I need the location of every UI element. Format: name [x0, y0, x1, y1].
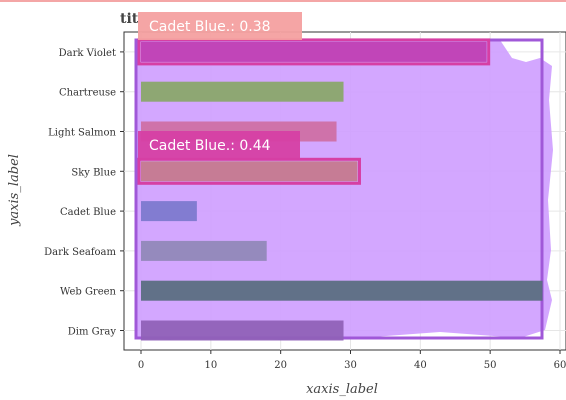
bar-dim-gray [141, 320, 344, 341]
annotations: Cadet Blue.: 0.38 Cadet Blue.: 0.44 [138, 12, 302, 159]
y-axis-ticks: Dark Violet Chartreuse Light Salmon Sky Blu… [44, 48, 124, 338]
overlay-shape [135, 40, 553, 340]
bar-sky-blue [141, 161, 358, 182]
bar-highlight [137, 38, 491, 66]
y-axis-title: yaxis_label [7, 154, 22, 227]
x-tick-label: 30 [344, 360, 357, 371]
chart-title: tit [120, 11, 139, 27]
x-axis-ticks: 0 10 20 30 40 50 60 [138, 350, 566, 371]
y-tick-label: Web Green [60, 287, 117, 298]
y-tick-label: Dark Violet [59, 48, 116, 59]
top-accent-line [0, 0, 566, 2]
bar-cadet-blue [141, 201, 197, 222]
annotation-box [138, 131, 300, 159]
x-tick-label: 10 [204, 360, 217, 371]
x-tick-label: 50 [484, 360, 497, 371]
y-tick-label: Cadet Blue [60, 207, 116, 218]
bar-web-green [141, 280, 543, 301]
x-tick-label: 20 [274, 360, 287, 371]
annotation-label: Cadet Blue.: 0.38 [149, 19, 271, 35]
x-tick-label: 0 [138, 360, 144, 371]
y-tick-label: Sky Blue [71, 167, 116, 178]
x-tick-label: 60 [554, 360, 566, 371]
bar-highlight [137, 157, 361, 185]
bars [137, 38, 543, 341]
annotation-box [138, 12, 302, 40]
y-tick-label: Dim Gray [68, 327, 117, 338]
bar-dark-seafoam [141, 240, 267, 261]
bar-chartreuse [141, 81, 344, 102]
x-tick-label: 40 [414, 360, 427, 371]
x-axis-title: xaxis_label [306, 382, 378, 397]
annotation-label: Cadet Blue.: 0.44 [149, 138, 271, 154]
bar-dark-violet [141, 41, 487, 62]
y-tick-label: Light Salmon [48, 128, 116, 139]
y-tick-label: Dark Seafoam [44, 247, 116, 258]
y-tick-label: Chartreuse [59, 88, 116, 99]
